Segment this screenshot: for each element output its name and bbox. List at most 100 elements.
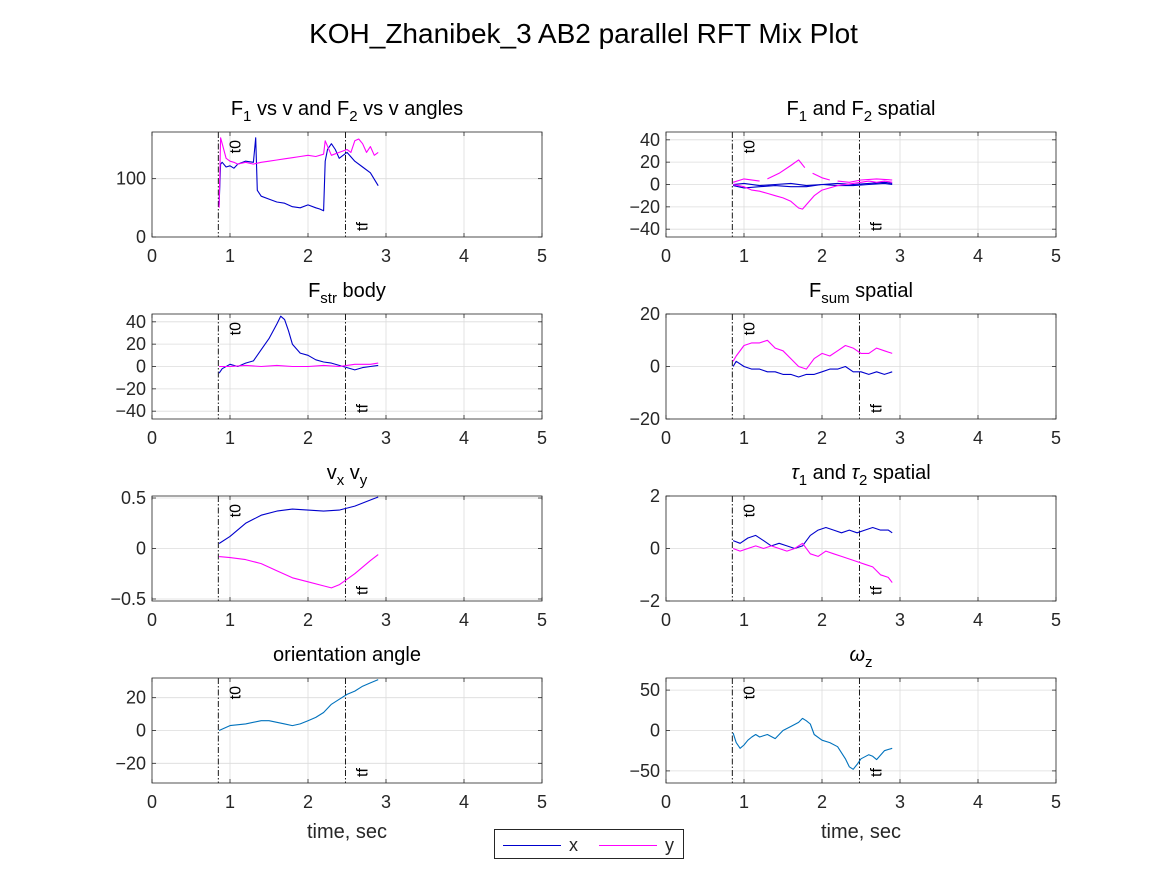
x-tick-label: 3 — [381, 792, 391, 812]
y-tick-label: 50 — [640, 680, 660, 700]
x-tick-label: 5 — [537, 246, 547, 266]
y-tick-label: 0 — [136, 357, 146, 377]
t0-marker-label: t0 — [227, 140, 244, 153]
x-tick-label: 0 — [661, 428, 671, 448]
y-tick-label: 20 — [126, 334, 146, 354]
t0-marker-label: t0 — [741, 140, 758, 153]
subplot-title-part: 1 — [799, 108, 807, 125]
y-tick-label: 0 — [650, 539, 660, 559]
subplot-title-part: spatial — [872, 98, 935, 120]
subplot-title-part: spatial — [867, 462, 930, 484]
series-line-x — [732, 526, 893, 550]
y-tick-label: −2 — [639, 591, 660, 611]
tf-marker-label: tf — [354, 586, 371, 595]
x-tick-label: 1 — [225, 792, 235, 812]
subplot-title-part: and — [807, 462, 851, 484]
x-tick-label: 3 — [895, 792, 905, 812]
subplot-title-part: F — [809, 280, 821, 302]
x-tick-label: 5 — [537, 792, 547, 812]
x-tick-label: 2 — [817, 428, 827, 448]
t0-marker-label: t0 — [741, 504, 758, 517]
subplot-title-part: body — [337, 280, 386, 302]
x-tick-label: 3 — [381, 428, 391, 448]
x-tick-label: 5 — [537, 428, 547, 448]
x-axis-label: time, sec — [821, 821, 901, 843]
y-tick-label: 0 — [650, 357, 660, 377]
t0-marker-label: t0 — [227, 686, 244, 699]
legend-line-x — [503, 844, 561, 846]
x-tick-label: 0 — [147, 610, 157, 630]
figure-title: KOH_Zhanibek_3 AB2 parallel RFT Mix Plot — [309, 18, 858, 49]
x-tick-label: 2 — [817, 610, 827, 630]
subplot-title-part: τ — [852, 462, 861, 484]
x-tick-label: 4 — [973, 610, 983, 630]
legend-line-y — [599, 844, 657, 846]
x-tick-label: 2 — [303, 428, 313, 448]
x-tick-label: 0 — [147, 246, 157, 266]
subplot-title: vx vy — [327, 462, 368, 489]
x-tick-label: 3 — [381, 246, 391, 266]
subplot-title-part: 2 — [859, 472, 867, 489]
x-tick-label: 0 — [661, 246, 671, 266]
t0-marker-label: t0 — [227, 322, 244, 335]
y-tick-label: −0.5 — [110, 589, 146, 609]
subplot-title-part: and F — [807, 98, 864, 120]
y-tick-label: 40 — [640, 130, 660, 150]
y-tick-label: 40 — [126, 312, 146, 332]
series-line-single — [732, 717, 893, 770]
x-tick-label: 5 — [1051, 610, 1061, 630]
x-tick-label: 4 — [973, 428, 983, 448]
tf-marker-label: tf — [354, 222, 371, 231]
tf-marker-label: tf — [354, 768, 371, 777]
subplot-title-part: F — [787, 98, 799, 120]
series-line-y — [837, 178, 893, 183]
series-line-x — [218, 137, 379, 212]
x-tick-label: 1 — [739, 792, 749, 812]
subplot-title-part: vs v and F — [251, 98, 349, 120]
series-line-x — [732, 360, 893, 378]
subplot-title: F1 and F2 spatial — [787, 98, 936, 125]
subplot-title-part: y — [360, 472, 368, 489]
y-tick-label: −20 — [115, 753, 146, 773]
subplot-title-part: F — [231, 98, 243, 120]
y-tick-label: 0 — [650, 175, 660, 195]
x-tick-label: 5 — [1051, 428, 1061, 448]
series-line-x — [218, 315, 379, 374]
series-line-y — [732, 542, 893, 583]
x-tick-label: 4 — [459, 610, 469, 630]
subplot-title-part: vs v angles — [358, 98, 464, 120]
x-tick-label: 1 — [225, 428, 235, 448]
y-tick-label: 0 — [136, 721, 146, 741]
x-tick-label: 1 — [225, 610, 235, 630]
x-tick-label: 3 — [895, 610, 905, 630]
t0-marker-label: t0 — [741, 686, 758, 699]
x-tick-label: 1 — [225, 246, 235, 266]
x-tick-label: 0 — [661, 792, 671, 812]
y-tick-label: −20 — [629, 197, 660, 217]
series-line-y — [219, 362, 379, 368]
series-line-y — [732, 180, 893, 210]
subplot-title-part: x — [337, 472, 345, 489]
subplot-title-part: 1 — [243, 108, 251, 125]
y-tick-label: 20 — [640, 152, 660, 172]
series-line-y — [732, 178, 760, 183]
series-line-y — [812, 172, 830, 181]
legend-item-x: x — [503, 833, 578, 857]
subplot-title: orientation angle — [273, 644, 421, 666]
subplot-title: Fstr body — [308, 280, 386, 307]
series-line-x — [732, 182, 893, 189]
x-axis-label: time, sec — [307, 821, 387, 843]
series-line-y — [732, 339, 893, 370]
t0-marker-label: t0 — [741, 322, 758, 335]
subplot-title-part: 2 — [349, 108, 357, 125]
subplot-title: ωz — [849, 644, 872, 671]
subplot-title-part: z — [865, 654, 873, 671]
y-tick-label: 0 — [136, 539, 146, 559]
x-tick-label: 4 — [459, 792, 469, 812]
x-tick-label: 0 — [147, 792, 157, 812]
x-tick-label: 1 — [739, 428, 749, 448]
plot-area — [152, 132, 542, 237]
